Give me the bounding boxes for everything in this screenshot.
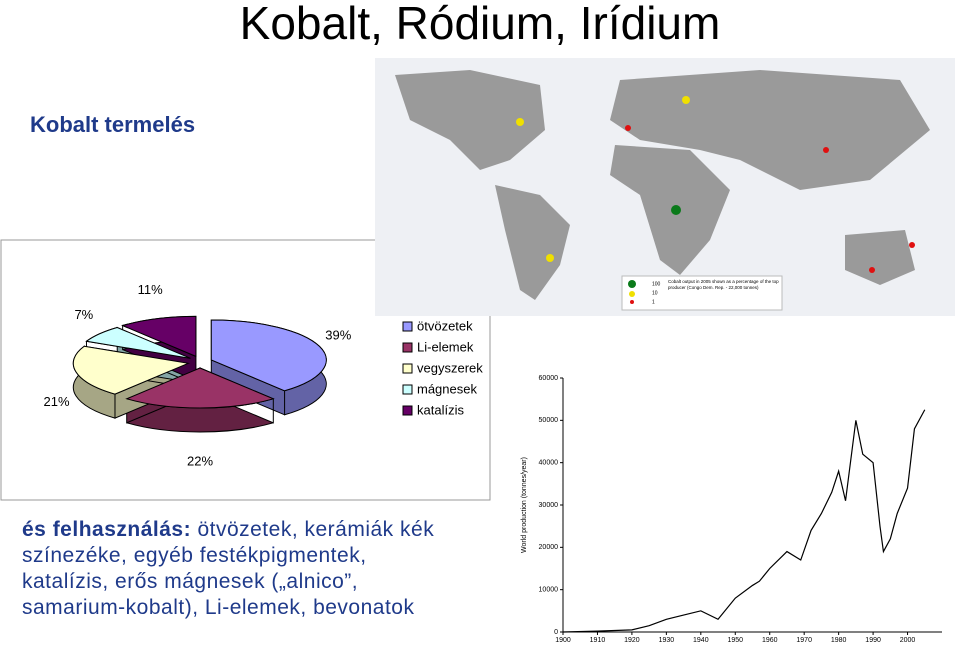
x-tick-label: 2000	[900, 637, 916, 644]
map-dot	[671, 205, 681, 215]
pie-value-label: 21%	[44, 394, 70, 409]
map-legend-dot	[630, 300, 634, 304]
pie-value-label: 7%	[74, 307, 93, 322]
slide-title: Kobalt, Ródium, Irídium	[239, 0, 721, 49]
legend-swatch	[402, 342, 413, 353]
legend-swatch	[402, 384, 413, 395]
body-bold: és felhasználás:	[22, 518, 192, 541]
map-legend-dot	[628, 280, 636, 288]
pie-slice	[121, 315, 197, 358]
map-legend-dot	[629, 291, 635, 297]
map-dot	[516, 118, 524, 126]
y-tick-label: 10000	[539, 587, 559, 594]
pie-slice	[85, 326, 191, 359]
map-legend-label: 10	[652, 290, 658, 296]
map-dot	[823, 147, 829, 153]
legend-label: ötvözetek	[417, 318, 473, 333]
body-text: és felhasználás: ötvözetek, kerámiák kék…	[22, 517, 442, 621]
y-tick-label: 0	[554, 629, 558, 636]
map-legend-box	[621, 275, 783, 311]
land	[395, 70, 545, 170]
x-tick-label: 1980	[831, 637, 847, 644]
map-legend-label: 1	[652, 299, 655, 305]
pie-slice	[72, 345, 191, 395]
x-tick-label: 1960	[762, 637, 778, 644]
map-dot	[625, 125, 631, 131]
map-caption-box: Cobalt output in 2005 shown as a percent…	[668, 279, 779, 290]
y-tick-label: 20000	[539, 544, 559, 551]
land	[610, 145, 730, 275]
map-legend-label: 100	[652, 281, 661, 287]
pie-slice	[210, 319, 327, 392]
x-tick-label: 1900	[555, 637, 571, 644]
map-dot	[909, 242, 915, 248]
x-tick-label: 1930	[659, 637, 675, 644]
legend-swatch	[402, 321, 413, 332]
land	[495, 185, 570, 300]
legend-swatch	[402, 405, 413, 416]
map-dot	[869, 267, 875, 273]
pie-value-label: 11%	[138, 282, 163, 297]
x-tick-label: 1910	[590, 637, 606, 644]
legend-label: katalízis	[417, 402, 464, 417]
subtitle: Kobalt termelés	[30, 112, 196, 137]
y-axis-label: World production (tonnes/year)	[521, 457, 528, 553]
pie-slice	[125, 367, 275, 409]
body-rest: ötvözetek, kerámiák kék színezéke, egyéb…	[22, 518, 435, 619]
x-tick-label: 1920	[624, 637, 640, 644]
land	[845, 230, 915, 285]
map-dot	[682, 96, 690, 104]
x-tick-label: 1970	[796, 637, 812, 644]
legend-label: vegyszerek	[417, 360, 483, 375]
y-tick-label: 40000	[539, 460, 559, 467]
line-series	[562, 409, 926, 633]
pie-value-label: 22%	[187, 453, 213, 468]
y-tick-label: 50000	[539, 417, 559, 424]
legend-swatch	[402, 363, 413, 374]
x-tick-label: 1950	[727, 637, 743, 644]
world-map: 100 10 1 Cobalt output in 2005 shown as …	[375, 58, 955, 316]
x-tick-label: 1990	[865, 637, 881, 644]
x-tick-label: 1940	[693, 637, 709, 644]
y-tick-label: 60000	[539, 375, 559, 382]
pie-value-label: 39%	[325, 328, 351, 343]
legend-label: Li-elemek	[417, 339, 474, 354]
y-tick-label: 30000	[539, 502, 559, 509]
map-caption: Cobalt output in 2005 shown as a percent…	[668, 279, 779, 290]
map-dot	[546, 254, 554, 262]
legend-label: mágnesek	[417, 381, 477, 396]
